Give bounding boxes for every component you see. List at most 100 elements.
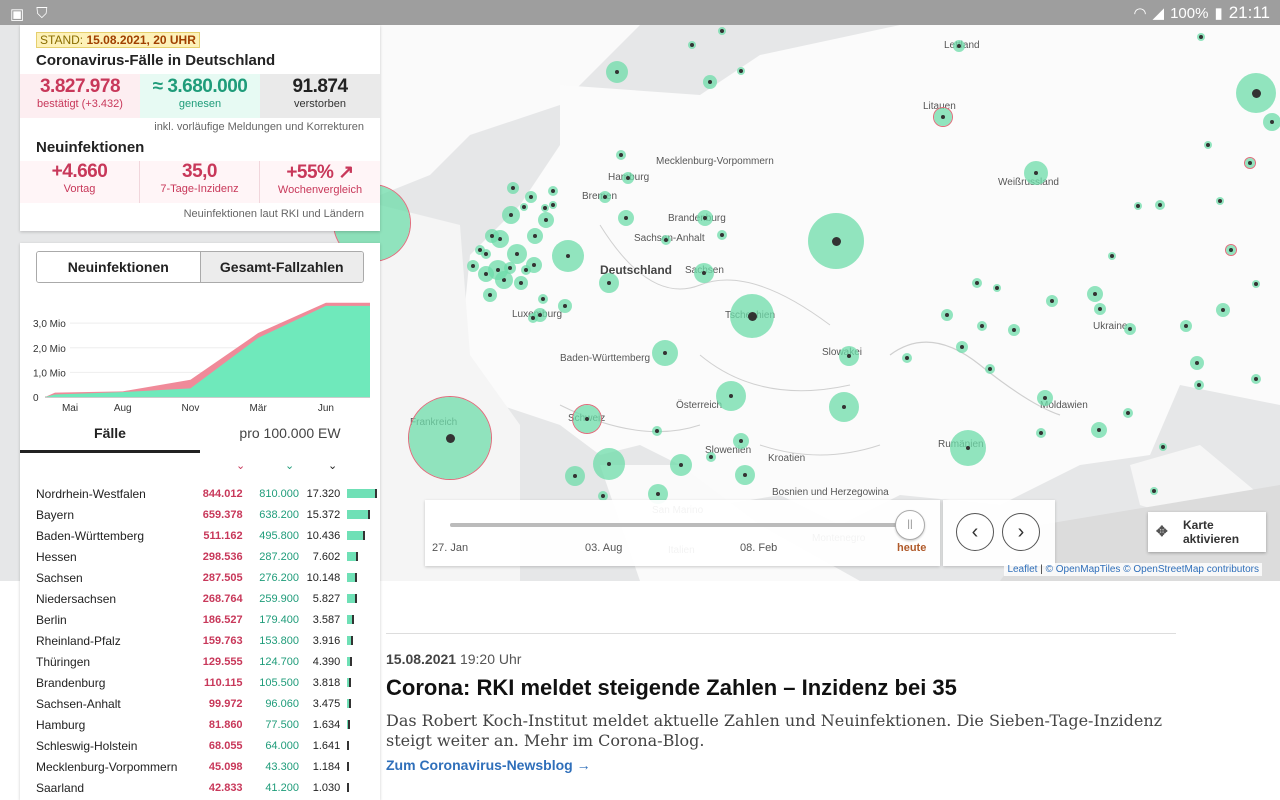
map-bubble[interactable] [694, 263, 714, 283]
map-bubble[interactable] [599, 273, 619, 293]
map-bubble[interactable] [541, 204, 549, 212]
map-bubble[interactable] [520, 203, 528, 211]
table-row[interactable]: Saarland 42.833 41.200 1.030 [36, 777, 380, 798]
map-bubble[interactable] [1252, 280, 1260, 288]
map-bubble[interactable] [552, 240, 584, 272]
map-bubble[interactable] [606, 61, 628, 83]
tab-per-100k[interactable]: pro 100.000 EW [239, 425, 341, 441]
map-bubble[interactable] [538, 294, 548, 304]
map-bubble[interactable] [688, 41, 696, 49]
tab-cases[interactable]: Fälle [20, 423, 200, 453]
toggle-new-infections[interactable]: Neuinfektionen [37, 252, 200, 282]
table-row[interactable]: Sachsen 287.505 276.200 10.148 [36, 567, 380, 588]
map-bubble[interactable] [598, 491, 608, 501]
timeline-track[interactable] [450, 523, 910, 527]
map-bubble[interactable] [706, 452, 716, 462]
map-bubble[interactable] [409, 397, 491, 479]
table-row[interactable]: Mecklenburg-Vorpommern 45.098 43.300 1.184 [36, 756, 380, 777]
map-bubble[interactable] [1150, 487, 1158, 495]
table-row[interactable]: Berlin 186.527 179.400 3.587 [36, 609, 380, 630]
map-bubble[interactable] [972, 278, 982, 288]
map-bubble[interactable] [737, 67, 745, 75]
map-bubble[interactable] [934, 108, 952, 126]
map-bubble[interactable] [652, 426, 662, 436]
map-bubble[interactable] [538, 212, 554, 228]
map-bubble[interactable] [521, 265, 531, 275]
map-bubble[interactable] [1251, 374, 1261, 384]
map-bubble[interactable] [902, 353, 912, 363]
map-bubble[interactable] [956, 341, 968, 353]
map-bubble[interactable] [514, 276, 528, 290]
map-bubble[interactable] [718, 27, 726, 35]
map-bubble[interactable] [528, 313, 538, 323]
map-bubble[interactable] [599, 191, 611, 203]
map-bubble[interactable] [1204, 141, 1212, 149]
map-bubble[interactable] [1087, 286, 1103, 302]
table-row[interactable]: Bayern 659.378 638.200 15.372 [36, 504, 380, 525]
map-bubble[interactable] [618, 210, 634, 226]
map-bubble[interactable] [616, 150, 626, 160]
sort-deaths-chevron-icon[interactable]: ⌄ [328, 460, 338, 472]
map-bubble[interactable] [548, 186, 558, 196]
map-bubble[interactable] [483, 288, 497, 302]
map-bubble[interactable] [829, 392, 859, 422]
map-bubble[interactable] [1037, 390, 1053, 406]
map-bubble[interactable] [1180, 320, 1192, 332]
map-bubble[interactable] [525, 191, 537, 203]
map-bubble[interactable] [1094, 303, 1106, 315]
map-bubble[interactable] [808, 213, 864, 269]
map-bubble[interactable] [573, 405, 601, 433]
map-bubble[interactable] [527, 228, 543, 244]
map-bubble[interactable] [985, 364, 995, 374]
table-row[interactable]: Rheinland-Pfalz 159.763 153.800 3.916 [36, 630, 380, 651]
table-row[interactable]: Sachsen-Anhalt 99.972 96.060 3.475 [36, 693, 380, 714]
map-bubble[interactable] [1236, 73, 1276, 113]
map-bubble[interactable] [507, 244, 527, 264]
openmaptiles-link[interactable]: © OpenMapTiles [1045, 564, 1121, 575]
map-bubble[interactable] [941, 309, 953, 321]
map-bubble[interactable] [733, 433, 749, 449]
leaflet-link[interactable]: Leaflet [1007, 564, 1038, 575]
map-bubble[interactable] [950, 430, 986, 466]
map-bubble[interactable] [661, 235, 671, 245]
map-bubble[interactable] [1024, 161, 1048, 185]
map-bubble[interactable] [1194, 380, 1204, 390]
map-bubble[interactable] [730, 294, 774, 338]
table-row[interactable]: Hamburg 81.860 77.500 1.634 [36, 714, 380, 735]
map-bubble[interactable] [1134, 202, 1142, 210]
map-bubble[interactable] [697, 210, 713, 226]
map-bubble[interactable] [1036, 428, 1046, 438]
map-bubble[interactable] [502, 206, 520, 224]
table-row[interactable]: Niedersachsen 268.764 259.900 5.827 [36, 588, 380, 609]
map-bubble[interactable] [703, 75, 717, 89]
map-bubble[interactable] [839, 346, 859, 366]
map-bubble[interactable] [953, 40, 965, 52]
map-bubble[interactable] [1197, 33, 1205, 41]
map-bubble[interactable] [1190, 356, 1204, 370]
map-bubble[interactable] [1155, 200, 1165, 210]
toggle-total-cases[interactable]: Gesamt-Fallzahlen [199, 252, 363, 282]
map-bubble[interactable] [716, 381, 746, 411]
newsblog-link[interactable]: Zum Coronavirus-Newsblog → [386, 757, 591, 773]
activate-map-button[interactable]: ✥ Karte aktivieren [1148, 512, 1266, 552]
map-bubble[interactable] [558, 299, 572, 313]
map-bubble[interactable] [977, 321, 987, 331]
map-bubble[interactable] [1091, 422, 1107, 438]
table-row[interactable]: Baden-Württemberg 511.162 495.800 10.436 [36, 525, 380, 546]
map-bubble[interactable] [1245, 158, 1255, 168]
map-bubble[interactable] [467, 260, 479, 272]
table-row[interactable]: Hessen 298.536 287.200 7.602 [36, 546, 380, 567]
map-bubble[interactable] [1216, 197, 1224, 205]
map-bubble[interactable] [993, 284, 1001, 292]
map-bubble[interactable] [481, 249, 491, 259]
osm-link[interactable]: © OpenStreetMap contributors [1123, 564, 1259, 575]
map-bubble[interactable] [1226, 245, 1236, 255]
table-row[interactable]: Thüringen 129.555 124.700 4.390 [36, 651, 380, 672]
next-day-button[interactable]: › [1002, 513, 1040, 551]
map-bubble[interactable] [622, 172, 634, 184]
map-bubble[interactable] [1263, 113, 1280, 131]
map-bubble[interactable] [1123, 408, 1133, 418]
map-bubble[interactable] [565, 466, 585, 486]
map-bubble[interactable] [1008, 324, 1020, 336]
prev-day-button[interactable]: ‹ [956, 513, 994, 551]
